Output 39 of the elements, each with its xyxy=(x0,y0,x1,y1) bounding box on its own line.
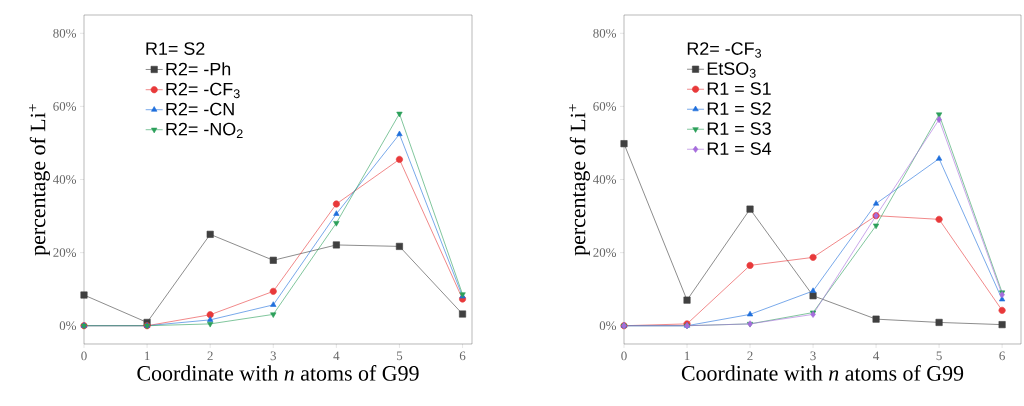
y-tick-label: 60% xyxy=(593,102,617,111)
legend-label: R1 = S4 xyxy=(707,142,772,155)
legend-label: EtSO$_{3}$ xyxy=(707,62,756,78)
y-tick-label: 40% xyxy=(593,175,617,184)
legend-label: R2= -CN xyxy=(166,102,234,116)
x-tick-label: 6 xyxy=(999,351,1005,361)
y-tick-label: 40% xyxy=(52,175,77,184)
x-tick-label: 3 xyxy=(270,351,276,361)
y-axis-title: percentage of Li$^{+}$ xyxy=(569,104,590,256)
y-tick-label: 80% xyxy=(53,28,77,38)
x-tick-label: 5 xyxy=(396,351,403,361)
legend-label: R2= -CF$_{3}$ xyxy=(166,82,240,99)
y-tick-label: 20% xyxy=(593,248,617,258)
legend-label: R1 = S1 xyxy=(707,82,771,95)
legend-title: R1= S2 xyxy=(146,42,205,55)
x-tick-label: 0 xyxy=(621,351,627,361)
legend-title: R2= -CF$_{3}$ xyxy=(687,42,762,58)
x-tick-label: 0 xyxy=(81,351,87,361)
y-tick-label: 20% xyxy=(53,248,77,258)
x-tick-label: 1 xyxy=(144,351,150,361)
y-tick-label: 0% xyxy=(599,321,617,331)
x-axis-title: Coordinate with n atoms of G99 xyxy=(137,365,419,381)
x-tick-label: 4 xyxy=(873,351,880,361)
x-tick-label: 2 xyxy=(207,351,213,361)
x-tick-label: 5 xyxy=(936,351,942,361)
y-tick-label: 60% xyxy=(53,102,77,111)
x-tick-label: 6 xyxy=(459,351,466,361)
legend-label: R2= -Ph xyxy=(166,62,231,76)
y-tick-label: 0% xyxy=(59,321,77,331)
legend-label: R2= -NO$_{2}$ xyxy=(166,122,243,139)
x-tick-label: 1 xyxy=(684,351,690,361)
legend-label: R1 = S2 xyxy=(707,102,771,115)
x-axis-title: Coordinate with n atoms of G99 xyxy=(681,365,964,381)
y-axis-title: percentage of Li$^{+}$ xyxy=(29,104,50,256)
x-tick-label: 2 xyxy=(747,351,753,361)
legend-label: R1 = S3 xyxy=(707,122,771,135)
y-tick-label: 80% xyxy=(593,28,617,38)
x-tick-label: 4 xyxy=(333,351,340,361)
x-tick-label: 3 xyxy=(810,351,816,361)
